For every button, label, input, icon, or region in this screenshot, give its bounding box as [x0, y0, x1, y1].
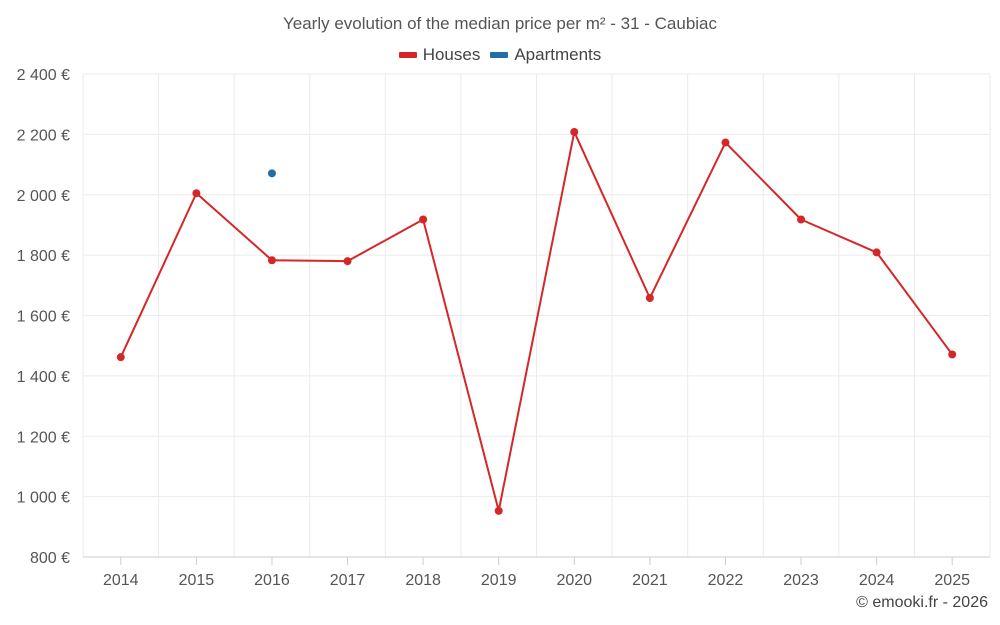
legend-item-apartments[interactable]: Apartments	[490, 45, 601, 65]
legend-item-houses[interactable]: Houses	[398, 45, 481, 65]
x-tick-label: 2021	[632, 572, 668, 589]
data-point-houses-2017	[343, 257, 352, 266]
data-point-houses-2018	[419, 215, 428, 224]
x-tick-label: 2019	[481, 572, 517, 589]
data-point-houses-2025	[948, 350, 957, 359]
y-tick-label: 2 000 €	[17, 188, 70, 205]
data-point-houses-2023	[797, 215, 806, 224]
copyright-credit: © emooki.fr - 2026	[856, 594, 988, 611]
data-point-houses-2014	[116, 353, 125, 362]
data-point-houses-2015	[192, 189, 201, 198]
y-tick-label: 2 400 €	[17, 67, 70, 84]
x-tick-label: 2024	[859, 572, 895, 589]
x-tick-label: 2017	[330, 572, 366, 589]
legend-label-apartments: Apartments	[514, 45, 602, 64]
x-tick-label: 2014	[103, 572, 139, 589]
x-tick-label: 2015	[179, 572, 215, 589]
x-tick-label: 2016	[254, 572, 290, 589]
x-tick-label: 2025	[934, 572, 970, 589]
legend-swatch-apartments	[490, 52, 509, 58]
legend-swatch-houses	[398, 52, 417, 58]
x-tick-label: 2018	[405, 572, 441, 589]
series-line-houses	[119, 130, 954, 512]
chart-legend: Houses Apartments	[0, 45, 1000, 65]
y-tick-label: 800 €	[30, 550, 70, 567]
x-tick-label: 2020	[556, 572, 592, 589]
x-tick-label: 2023	[783, 572, 819, 589]
y-tick-label: 1 800 €	[17, 248, 70, 265]
data-point-apartments-2016	[267, 169, 276, 178]
x-tick-label: 2022	[708, 572, 744, 589]
data-point-houses-2021	[645, 293, 654, 302]
y-tick-label: 1 000 €	[17, 490, 70, 507]
data-point-houses-2020	[570, 127, 579, 136]
y-tick-label: 1 600 €	[17, 309, 70, 326]
data-point-houses-2024	[872, 248, 881, 257]
data-point-houses-2022	[721, 138, 730, 147]
data-point-houses-2019	[494, 506, 503, 515]
y-tick-label: 2 200 €	[17, 127, 70, 144]
legend-label-houses: Houses	[422, 45, 481, 64]
chart-title: Yearly evolution of the median price per…	[282, 14, 718, 33]
data-point-houses-2016	[267, 256, 276, 265]
y-tick-label: 1 200 €	[17, 429, 70, 446]
y-tick-label: 1 400 €	[17, 369, 70, 386]
